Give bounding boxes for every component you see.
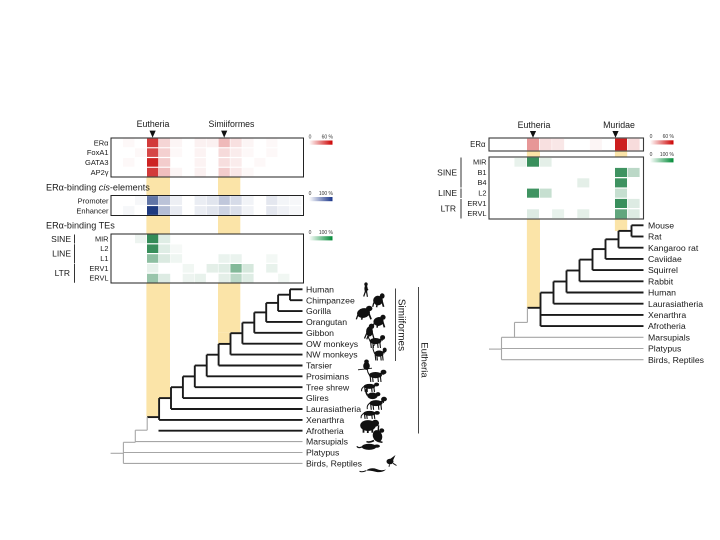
svg-text:ERα: ERα: [94, 139, 109, 148]
svg-text:100 %: 100 %: [660, 152, 675, 158]
svg-text:Human: Human: [648, 288, 676, 298]
svg-text:L2: L2: [478, 189, 486, 198]
svg-text:Simiiformes: Simiiformes: [209, 119, 256, 129]
svg-text:100 %: 100 %: [319, 230, 334, 236]
svg-text:MIR: MIR: [95, 234, 109, 243]
svg-text:ERV1: ERV1: [89, 264, 108, 273]
svg-text:Laurasiatheria: Laurasiatheria: [648, 299, 703, 309]
svg-text:Human: Human: [306, 284, 334, 294]
svg-text:Enhancer: Enhancer: [76, 206, 109, 215]
svg-text:Caviidae: Caviidae: [648, 254, 682, 264]
svg-text:Mouse: Mouse: [648, 220, 674, 230]
svg-text:Eutheria: Eutheria: [419, 342, 430, 378]
svg-text:OW monkeys: OW monkeys: [306, 339, 359, 349]
svg-text:Afrotheria: Afrotheria: [648, 321, 686, 331]
svg-text:0: 0: [309, 230, 312, 236]
svg-text:B1: B1: [477, 168, 486, 177]
svg-text:SINE: SINE: [437, 168, 457, 178]
svg-text:Gibbon: Gibbon: [306, 328, 334, 338]
svg-text:Tarsier: Tarsier: [306, 361, 332, 371]
svg-text:Xenarthra: Xenarthra: [648, 310, 686, 320]
svg-text:L2: L2: [100, 244, 108, 253]
svg-text:Marsupials: Marsupials: [648, 332, 691, 342]
svg-text:Laurasiatheria: Laurasiatheria: [306, 404, 361, 414]
svg-text:Prosimians: Prosimians: [306, 371, 350, 381]
svg-text:Birds, Reptiles: Birds, Reptiles: [306, 459, 363, 469]
svg-text:Marsupials: Marsupials: [306, 437, 349, 447]
svg-text:LINE: LINE: [438, 188, 457, 198]
svg-text:MIR: MIR: [473, 158, 487, 167]
svg-text:60 %: 60 %: [663, 134, 675, 140]
svg-text:ERVL: ERVL: [89, 274, 108, 283]
svg-text:0: 0: [650, 152, 653, 158]
svg-text:ERα-binding cis-elements: ERα-binding cis-elements: [46, 183, 150, 193]
svg-text:Chimpanzee: Chimpanzee: [306, 295, 355, 305]
svg-text:Platypus: Platypus: [306, 448, 340, 458]
svg-text:ERα: ERα: [470, 140, 486, 149]
svg-text:Eutheria: Eutheria: [137, 119, 170, 129]
svg-text:FoxA1: FoxA1: [87, 148, 109, 157]
svg-text:Simiiformes: Simiiformes: [396, 299, 407, 351]
svg-text:LINE: LINE: [52, 249, 71, 259]
svg-text:Afrotheria: Afrotheria: [306, 426, 344, 436]
svg-text:Rabbit: Rabbit: [648, 276, 674, 286]
svg-text:B4: B4: [477, 178, 486, 187]
svg-text:Glires: Glires: [306, 393, 329, 403]
svg-text:0: 0: [309, 134, 312, 140]
svg-text:Rat: Rat: [648, 232, 662, 242]
svg-text:0: 0: [309, 191, 312, 197]
svg-text:LTR: LTR: [55, 268, 70, 278]
svg-text:Tree shrew: Tree shrew: [306, 382, 350, 392]
svg-text:SINE: SINE: [51, 234, 71, 244]
svg-text:100 %: 100 %: [319, 191, 334, 197]
svg-text:0: 0: [650, 134, 653, 140]
svg-text:NW monkeys: NW monkeys: [306, 350, 358, 360]
svg-text:LTR: LTR: [441, 204, 456, 214]
svg-text:L1: L1: [100, 254, 108, 263]
svg-text:Eutheria: Eutheria: [518, 120, 551, 130]
svg-text:Xenarthra: Xenarthra: [306, 415, 344, 425]
svg-text:ERV1: ERV1: [467, 199, 486, 208]
svg-text:Gorilla: Gorilla: [306, 306, 331, 316]
svg-text:60 %: 60 %: [322, 134, 334, 140]
svg-text:ERα-binding TEs: ERα-binding TEs: [46, 221, 115, 231]
svg-text:Promoter: Promoter: [78, 196, 109, 205]
svg-text:Platypus: Platypus: [648, 344, 682, 354]
svg-text:Squirrel: Squirrel: [648, 265, 678, 275]
svg-text:ERVL: ERVL: [467, 209, 486, 218]
svg-text:Muridae: Muridae: [603, 120, 635, 130]
svg-text:Kangaroo rat: Kangaroo rat: [648, 243, 699, 253]
svg-text:Orangutan: Orangutan: [306, 317, 347, 327]
svg-text:AP2γ: AP2γ: [91, 168, 109, 177]
svg-text:Birds, Reptiles: Birds, Reptiles: [648, 355, 705, 365]
svg-text:GATA3: GATA3: [85, 158, 108, 167]
